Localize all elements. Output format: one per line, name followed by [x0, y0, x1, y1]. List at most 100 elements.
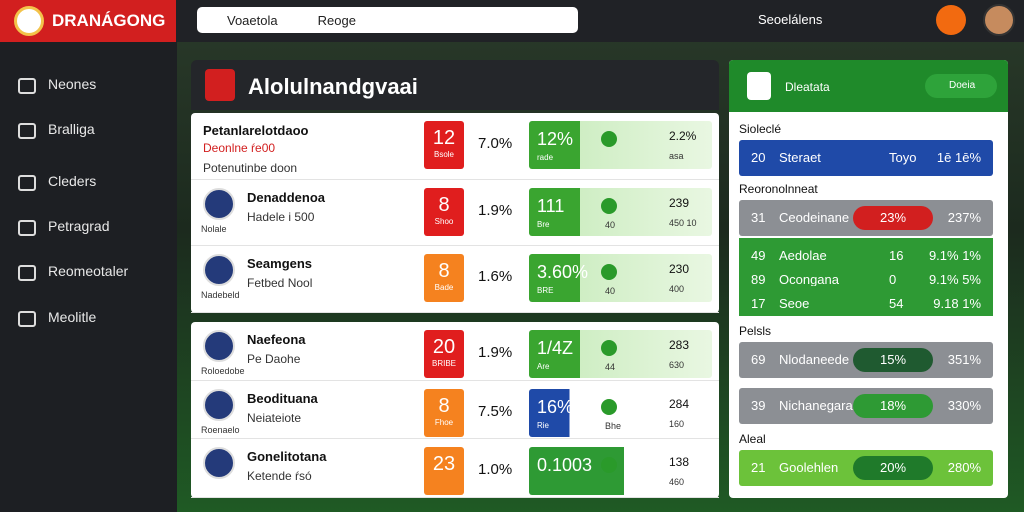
avatar[interactable] — [983, 4, 1015, 36]
stat-right: 9.1% 1% — [928, 248, 981, 263]
match-row[interactable]: Denaddenoa Hadele i 500 Nolale 8 Shoo 1.9% 111… — [191, 180, 719, 247]
stat-rank: 89 — [751, 272, 766, 287]
mini-label: Bhe — [605, 420, 622, 431]
stat-mid: 0 — [889, 272, 897, 287]
stat-rank: 39 — [751, 398, 766, 413]
stat-row[interactable]: 89 Ocongana 0 9.1% 5% — [739, 262, 993, 290]
stat-row[interactable]: 39 Nichanegara 18% 330% — [739, 388, 993, 424]
team-name: Seamgens — [247, 256, 313, 272]
score-sub: Bade — [434, 283, 454, 293]
stat-label: Ocongana — [779, 272, 839, 287]
percent: 1.0% — [478, 461, 513, 479]
search-box[interactable]: Voaetola Reoge — [197, 7, 578, 33]
score-sub: Shoo — [434, 216, 454, 226]
match-row[interactable]: Beodituana Neiateiote Roenaelo 8 Fhoe 7.5% 16%… — [191, 381, 719, 440]
nav-icon — [18, 78, 36, 94]
percent: 7.0% — [478, 135, 513, 152]
score: 8 — [438, 394, 450, 417]
nav-item[interactable]: Meolitle — [48, 309, 97, 325]
mini-icon — [601, 398, 617, 415]
value: 111 — [537, 195, 565, 216]
value-box: 111 Bre 40 239 450 10 — [529, 187, 712, 236]
nav-item[interactable]: Cleders — [48, 173, 97, 189]
stat-right: 237% — [947, 210, 981, 225]
value-box: 12% rade 2.2% asa — [529, 121, 712, 169]
percent: 1.9% — [478, 201, 513, 219]
action-button[interactable] — [936, 5, 966, 35]
team-sub: Hadele i 500 — [247, 209, 315, 224]
right-value: 230 — [669, 262, 690, 277]
score-sub: Fhoe — [434, 417, 454, 427]
main-title: Alolulnandgvaai — [248, 74, 418, 99]
team-badge — [203, 447, 235, 480]
score: 8 — [438, 193, 450, 216]
stat-right: 280% — [947, 460, 981, 475]
stat-right: 330% — [947, 398, 981, 413]
value-box: 3.60% BRE 40 230 400 — [529, 254, 712, 303]
nav-item[interactable]: Neones — [48, 76, 97, 92]
team-name: Gonelitotana — [247, 449, 327, 465]
match-row[interactable]: Naefeona Pe Daohe Roloedobe 20 BRIBE 1.9% 1/4Z… — [191, 322, 719, 381]
team-sub: Deonlne ŕe00 — [203, 141, 276, 155]
match-row[interactable]: Gonelitotana Ketende ŕsó 23 1.0% 0.1003 138 46… — [191, 439, 719, 498]
score-box: 23 — [424, 447, 464, 496]
mini-icon — [601, 197, 617, 214]
nav-icon — [18, 175, 36, 191]
stat-right: 351% — [947, 352, 981, 367]
stat-label: Nichanegara — [779, 398, 853, 413]
score: 12 — [432, 127, 456, 149]
team-badge — [203, 254, 235, 287]
stat-row[interactable]: 31 Ceodeinane 23% 237% — [739, 200, 993, 236]
team-sub: Ketende ŕsó — [247, 469, 312, 484]
search-tab[interactable]: Voaetola — [227, 12, 278, 28]
search-text[interactable]: Reoge — [317, 12, 356, 28]
nav-item[interactable]: Reomeotaler — [48, 263, 129, 279]
percent: 7.5% — [478, 402, 513, 420]
value-box: 16% Rie Bhe 284 160 — [529, 388, 712, 437]
team-sub: Neiateiote — [247, 410, 302, 425]
right-value: 138 — [669, 455, 690, 470]
panel-button[interactable]: Doeia — [925, 74, 997, 98]
nav-icon — [18, 220, 36, 236]
stat-mid: 16 — [889, 248, 904, 263]
mini-icon — [601, 340, 617, 356]
score: 23 — [432, 453, 456, 476]
score-box: 8 Fhoe — [424, 388, 464, 437]
panel-title: Dleatata — [785, 80, 830, 94]
value-sub: Rie — [537, 420, 550, 430]
stat-rank: 20 — [751, 150, 766, 165]
stat-row[interactable]: 17 Seoe 54 9.18 1% — [739, 286, 993, 316]
score-box: 12 Bsole — [424, 121, 464, 169]
right-sub: 160 — [669, 418, 685, 429]
stat-pill: 23% — [853, 206, 933, 230]
match-row[interactable]: Petanlarelotdaoo Deonlne ŕe00 Potenutinbe … — [191, 113, 719, 180]
nav-item[interactable]: Petragrad — [48, 218, 110, 234]
stat-row[interactable]: 49 Aedolae 16 9.1% 1% — [739, 238, 993, 266]
team-sub: Fetbed Nool — [247, 276, 313, 291]
stat-right: 9.18 1% — [933, 296, 981, 311]
score-box: 8 Shoo — [424, 187, 464, 236]
percent: 1.9% — [478, 344, 513, 361]
value: 12% — [537, 129, 574, 149]
match-row[interactable]: Seamgens Fetbed Nool Nadebeld 8 Bade 1.6% 3.60… — [191, 246, 719, 313]
stat-right: 9.1% 5% — [928, 272, 981, 287]
sidebar: Neones Bralliga Cleders Petragrad Reomeotale… — [0, 42, 177, 512]
stat-row[interactable]: 21 Goolehlen 20% 280% — [739, 450, 993, 486]
header-link[interactable]: Seoelálens — [758, 12, 823, 27]
right-value: 2.2% — [669, 129, 697, 143]
team-badge — [203, 187, 235, 220]
value-sub: Bre — [537, 219, 550, 229]
stat-rank: 17 — [751, 296, 766, 311]
section-title: Sioleclé — [739, 122, 782, 136]
mini-label: 40 — [605, 219, 616, 230]
stat-pill: 15% — [853, 348, 933, 372]
nav-item[interactable]: Bralliga — [48, 121, 95, 137]
stat-row[interactable]: 20 Steraet Toyo 1ē 1ē% — [739, 140, 993, 176]
value: 3.60% — [537, 262, 589, 283]
stat-row[interactable]: 69 Nlodaneede 15% 351% — [739, 342, 993, 378]
right-sub: 450 10 — [669, 217, 697, 228]
stat-pill: 18% — [853, 394, 933, 418]
mini-label: 44 — [605, 362, 616, 372]
nav-icon — [18, 265, 36, 281]
